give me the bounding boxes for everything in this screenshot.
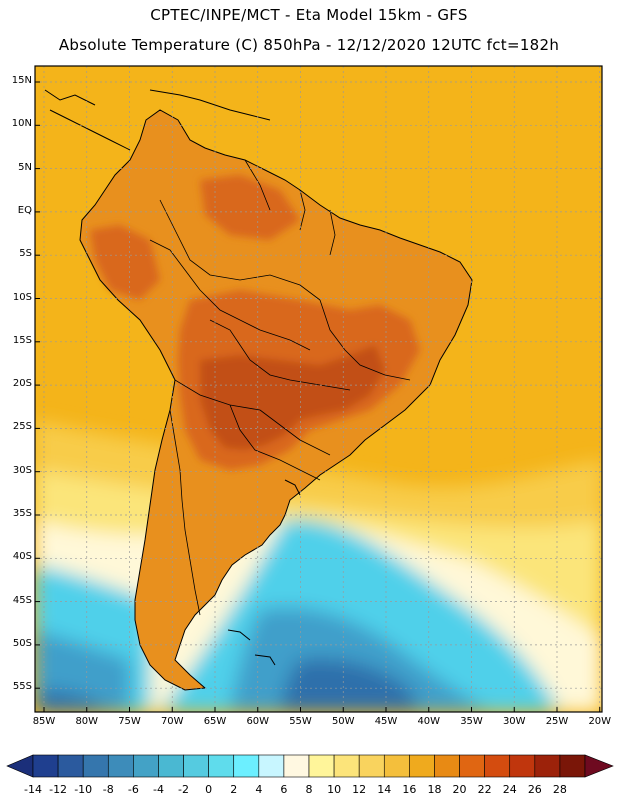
- lat-label: 25S: [12, 421, 32, 433]
- lon-label: 50W: [331, 716, 355, 727]
- country-borders: [149, 159, 411, 616]
- lon-label: 45W: [374, 716, 398, 727]
- colorbar-swatch: [333, 754, 360, 778]
- lat-label: 10N: [11, 118, 32, 130]
- lat-label: 55S: [12, 681, 32, 693]
- colorbar-swatch: [233, 754, 260, 778]
- colorbar-label: 26: [527, 783, 542, 796]
- lon-label: 20W: [588, 716, 612, 727]
- lon-label: 60W: [246, 716, 270, 727]
- map-title-line-2: Absolute Temperature (C) 850hPa - 12/12/…: [58, 36, 560, 54]
- colorbar-swatch: [509, 754, 536, 778]
- lat-label: 10S: [12, 291, 32, 303]
- colorbar-label: 22: [477, 783, 492, 796]
- colorbar-label: 14: [377, 783, 392, 796]
- lon-label: 25W: [545, 716, 569, 727]
- lat-label: EQ: [17, 204, 32, 216]
- colorbar-swatch: [32, 754, 59, 778]
- lat-label: 35S: [12, 508, 32, 519]
- colorbar-label: 28: [552, 783, 567, 796]
- colorbar-label: 8: [305, 783, 313, 796]
- colorbar-label: 6: [280, 783, 288, 796]
- colorbar-swatch: [183, 754, 209, 778]
- colorbar-label: 2: [230, 783, 238, 796]
- lat-label: 15N: [11, 75, 32, 86]
- lon-label: 40W: [417, 716, 441, 727]
- colorbar-label: 10: [327, 783, 342, 796]
- lon-label: 35W: [460, 716, 483, 727]
- coastline: [44, 89, 473, 691]
- lat-label: 5N: [18, 161, 32, 173]
- colorbar-swatch: [534, 754, 561, 778]
- colorbar-swatch: [158, 754, 184, 778]
- colorbar-swatch: [107, 754, 134, 778]
- colorbar-swatch: [383, 754, 410, 778]
- colorbar-swatch: [459, 754, 485, 778]
- colorbar-swatch: [559, 754, 586, 778]
- colorbar-swatch: [358, 754, 385, 778]
- colorbar-swatch: [409, 754, 435, 778]
- colorbar-label: 16: [402, 783, 417, 796]
- colorbar-swatch: [434, 754, 460, 778]
- colorbar-swatch: [484, 754, 511, 778]
- lon-label: 85W: [32, 716, 56, 727]
- lon-label: 65W: [203, 716, 227, 727]
- lat-label: 5S: [19, 248, 32, 260]
- lon-label: 80W: [75, 716, 99, 727]
- temperature-field: [35, 66, 602, 712]
- map-frame: [34, 65, 603, 713]
- lat-label: 15S: [12, 334, 32, 346]
- colorbar-label: 0: [205, 783, 213, 796]
- lat-label: 50S: [12, 637, 32, 649]
- axis-ticks: [35, 81, 601, 712]
- colorbar-high-arrow: [584, 754, 614, 778]
- colorbar-swatch: [308, 754, 335, 778]
- colorbar-label: -4: [152, 783, 164, 796]
- lon-label: 75W: [118, 716, 141, 727]
- colorbar-label: -12: [49, 783, 68, 796]
- lat-label: 30S: [12, 464, 32, 476]
- colorbar-label: 12: [352, 783, 367, 796]
- colorbar-label: 18: [427, 783, 442, 796]
- lat-label: 40S: [12, 551, 32, 563]
- lat-label: 20S: [12, 378, 32, 390]
- colorbar-label: 20: [452, 783, 467, 796]
- map-title-line-1: CPTEC/INPE/MCT - Eta Model 15km - GFS: [150, 6, 468, 24]
- ocean-coldest-zone: [35, 658, 420, 712]
- colorbar-label: 24: [502, 783, 517, 796]
- colorbar-label: -14: [24, 783, 42, 796]
- land-hottest-zone: [200, 345, 385, 450]
- lon-label: 70W: [160, 716, 184, 727]
- colorbar-swatch: [208, 754, 235, 778]
- colorbar: [6, 754, 614, 778]
- colorbar-label: -2: [178, 783, 190, 796]
- lat-label: 45S: [12, 594, 32, 606]
- colorbar-label: -6: [127, 783, 139, 796]
- colorbar-label: 4: [255, 783, 263, 796]
- colorbar-swatch: [57, 754, 84, 778]
- colorbar-swatch: [133, 754, 159, 778]
- colorbar-label: -10: [74, 783, 93, 796]
- colorbar-swatch: [82, 754, 109, 778]
- lon-label: 30W: [502, 716, 526, 727]
- lon-label: 55W: [289, 716, 312, 727]
- colorbar-low-arrow: [6, 754, 34, 778]
- colorbar-label: -8: [102, 783, 114, 796]
- colorbar-swatch: [258, 754, 285, 778]
- colorbar-swatch: [283, 754, 310, 778]
